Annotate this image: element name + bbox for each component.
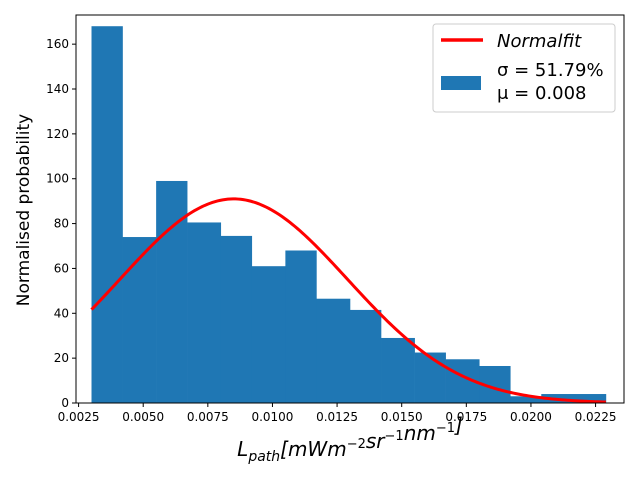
legend-histogram-swatch xyxy=(441,76,481,90)
y-tick-label: 100 xyxy=(46,172,69,186)
histogram-bar xyxy=(381,337,415,403)
legend-sigma-label: σ = 51.79% xyxy=(497,60,604,81)
y-tick-label: 60 xyxy=(54,261,69,275)
x-label-unit: ] xyxy=(454,413,463,437)
histogram-bar xyxy=(316,298,351,403)
x-tick-label: 0.0025 xyxy=(58,410,100,424)
y-tick-label: 20 xyxy=(54,351,69,365)
y-tick-label: 140 xyxy=(46,82,69,96)
axes-frame xyxy=(75,14,625,404)
x-tick-label: 0.0100 xyxy=(251,410,293,424)
x-tick-label: 0.0075 xyxy=(187,410,229,424)
x-tick-label: 0.0125 xyxy=(316,410,358,424)
x-label-superscript: −1 xyxy=(385,429,404,444)
y-tick-label: 40 xyxy=(54,306,69,320)
x-label-unit: [mWm xyxy=(280,437,347,461)
y-tick-label: 0 xyxy=(61,396,69,410)
x-axis-label: Lpath[mWm−2sr−1nm−1] xyxy=(237,413,463,465)
histogram-bar xyxy=(414,352,446,403)
x-label-base: L xyxy=(237,437,248,461)
x-label-subscript: path xyxy=(247,449,280,465)
histogram-bar xyxy=(574,394,607,403)
y-tick-label: 80 xyxy=(54,217,69,231)
histogram-bar xyxy=(350,309,382,403)
y-tick-label: 160 xyxy=(46,37,69,51)
histogram-bar xyxy=(220,235,253,403)
x-tick-label: 0.0200 xyxy=(510,410,552,424)
histogram-bars xyxy=(91,26,607,404)
legend-mu-label: μ = 0.008 xyxy=(497,83,587,104)
histogram-bar xyxy=(122,237,157,403)
histogram-bar xyxy=(91,26,123,404)
x-label-superscript: −2 xyxy=(347,437,366,452)
legend-fit-label: Normalfit xyxy=(497,31,582,52)
histogram-bar xyxy=(187,222,222,403)
x-label-superscript: −1 xyxy=(436,421,455,436)
x-tick-label: 0.0150 xyxy=(381,410,423,424)
x-label-unit: sr xyxy=(366,429,386,453)
legend: Normalfit σ = 51.79% μ = 0.008 xyxy=(432,23,616,113)
histogram-bar xyxy=(251,266,286,403)
y-axis-label: Normalised probability xyxy=(14,114,34,306)
x-tick-label: 0.0175 xyxy=(445,410,487,424)
y-axis-ticks: 0 20 40 60 80 100 120 140 160 xyxy=(46,37,76,410)
x-label-unit: nm xyxy=(404,421,436,445)
normal-fit-curve xyxy=(90,197,606,404)
histogram-bar xyxy=(156,180,188,403)
histogram-bar xyxy=(285,250,317,403)
x-tick-label: 0.0225 xyxy=(575,410,617,424)
y-tick-label: 120 xyxy=(46,127,69,141)
histogram-bar xyxy=(510,396,542,403)
x-axis-ticks: 0.0025 0.0050 0.0075 0.0100 0.0125 0.0150 0.01… xyxy=(58,403,617,424)
x-tick-label: 0.0050 xyxy=(122,410,164,424)
